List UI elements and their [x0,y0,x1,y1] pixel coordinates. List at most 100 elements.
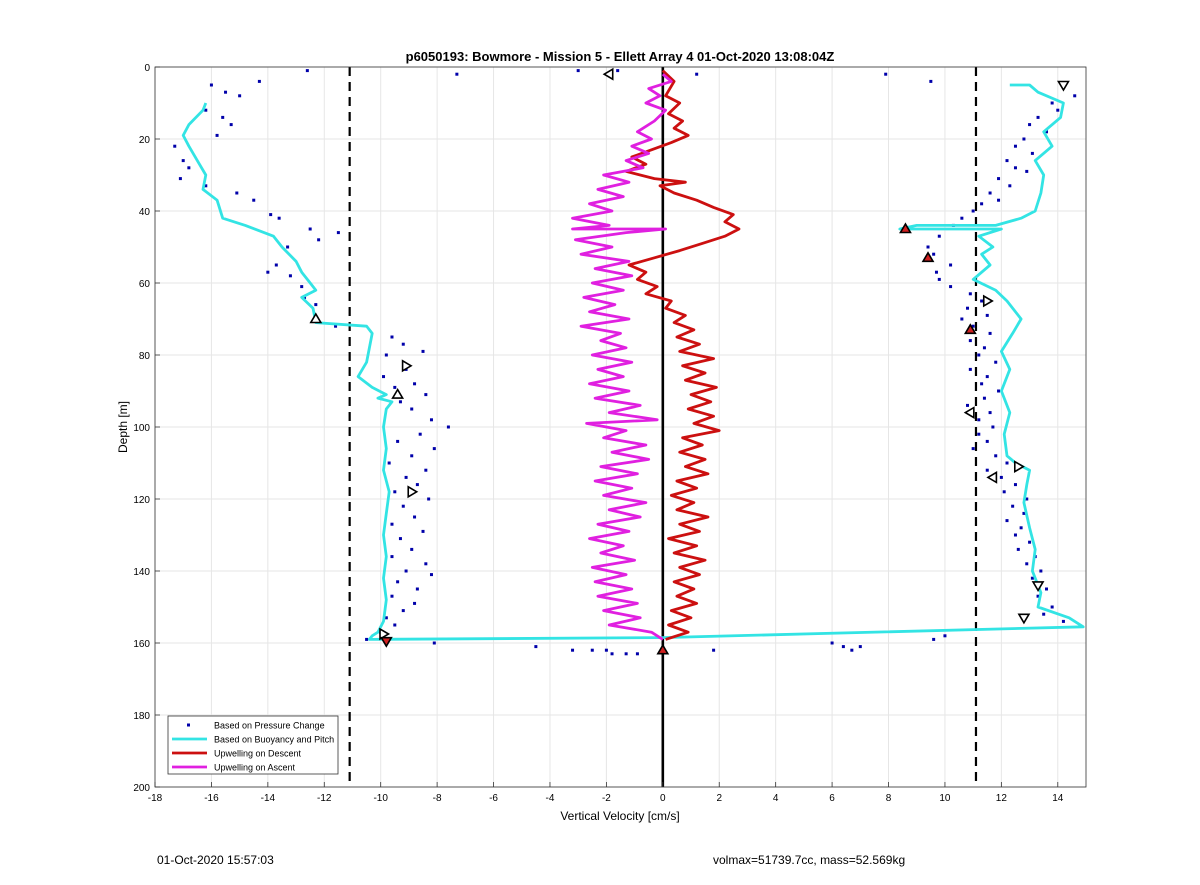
pressure-change-point [396,439,400,443]
pressure-change-point [305,69,309,73]
footer-params: volmax=51739.7cc, mass=52.569kg [713,853,906,867]
pressure-change-point [1045,130,1049,134]
pressure-change-point [404,475,408,479]
triangle-marker [921,251,935,263]
pressure-change-point [396,580,400,584]
pressure-change-point [1028,540,1032,544]
y-tick-label: 200 [133,783,150,794]
pressure-change-point [446,425,450,429]
pressure-change-point [604,648,608,652]
pressure-change-point [850,648,854,652]
pressure-change-point [934,270,938,274]
pressure-change-point [398,537,402,541]
pressure-change-point [415,483,419,487]
pressure-change-point [1011,504,1015,508]
pressure-change-point [413,515,417,519]
pressure-change-point [830,641,834,645]
y-tick-label: 20 [139,135,151,146]
pressure-change-point [884,72,888,76]
series-layer [173,69,1085,656]
pressure-change-point [985,313,989,317]
pressure-change-point [1050,605,1054,609]
pressure-change-point [1002,490,1006,494]
pressure-change-point [929,79,933,83]
legend-swatch-dot [187,723,190,727]
legend: Based on Pressure Change Based on Buoyanc… [167,715,339,775]
pressure-change-point [988,331,992,335]
pressure-change-point [616,69,620,73]
pressure-change-point [455,72,459,76]
pressure-change-point [384,353,388,357]
x-tick-label: 2 [716,793,722,804]
pressure-change-point [841,645,845,649]
triangle-marker [401,359,413,373]
pressure-change-point [209,83,213,87]
pressure-change-point [590,648,594,652]
pressure-change-point [421,349,425,353]
y-tick-label: 100 [133,423,150,434]
pressure-change-point [1028,123,1032,127]
pressure-change-point [1019,526,1023,530]
pressure-change-point [937,277,941,281]
pressure-change-point [390,522,394,526]
pressure-change-point [432,447,436,451]
pressure-change-point [286,245,290,249]
pressure-change-point [635,652,639,656]
pressure-change-point [999,475,1003,479]
x-axis-label: Vertical Velocity [cm/s] [560,809,679,823]
grid-lines [154,66,1086,788]
pressure-change-point [181,159,185,163]
pressure-change-point [317,238,321,242]
upwelling-on-ascent-line [571,73,673,641]
pressure-change-point [410,407,414,411]
triangle-marker [899,222,912,234]
pressure-change-point [971,209,975,213]
pressure-change-point [988,411,992,415]
y-tick-label: 40 [139,207,151,218]
triangle-marker [1057,80,1070,92]
pressure-change-point [390,555,394,559]
pressure-change-point [1039,569,1043,573]
y-tick-label: 180 [133,711,150,722]
pressure-change-point [966,403,970,407]
x-tick-label: -14 [261,793,276,804]
x-tick-label: -18 [148,793,163,804]
pressure-change-point [534,645,538,649]
pressure-change-point [1013,483,1017,487]
pressure-change-point [415,587,419,591]
pressure-change-point [1013,166,1017,170]
x-tick-label: 12 [996,793,1008,804]
y-tick-label: 120 [133,495,150,506]
pressure-change-point [393,623,397,627]
triangle-marker [602,67,614,81]
pressure-change-point [997,198,1001,202]
pressure-change-point [288,274,292,278]
x-tick-label: -8 [433,793,442,804]
pressure-change-point [980,202,984,206]
x-tick-label: -6 [489,793,498,804]
marker-layer [309,67,1070,655]
pressure-change-point [1030,151,1034,155]
x-tick-label: -4 [546,793,555,804]
legend-label: Based on Pressure Change [214,721,325,731]
y-tick-label: 160 [133,639,150,650]
pressure-change-point [398,400,402,404]
pressure-change-point [382,375,386,379]
pressure-change-point [960,317,964,321]
pressure-change-point [977,353,981,357]
pressure-change-point [994,360,998,364]
x-tick-label: 14 [1052,793,1064,804]
pressure-change-point [384,616,388,620]
pressure-change-point [413,382,417,386]
pressure-change-point [401,504,405,508]
pressure-change-point [985,439,989,443]
pressure-change-point [238,94,242,98]
x-tick-label: -2 [602,793,611,804]
pressure-change-point [336,231,340,235]
pressure-change-point [980,382,984,386]
pressure-change-point [576,69,580,73]
pressure-change-point [1036,594,1040,598]
pressure-change-point [991,425,995,429]
pressure-change-point [988,191,992,195]
pressure-change-point [982,396,986,400]
